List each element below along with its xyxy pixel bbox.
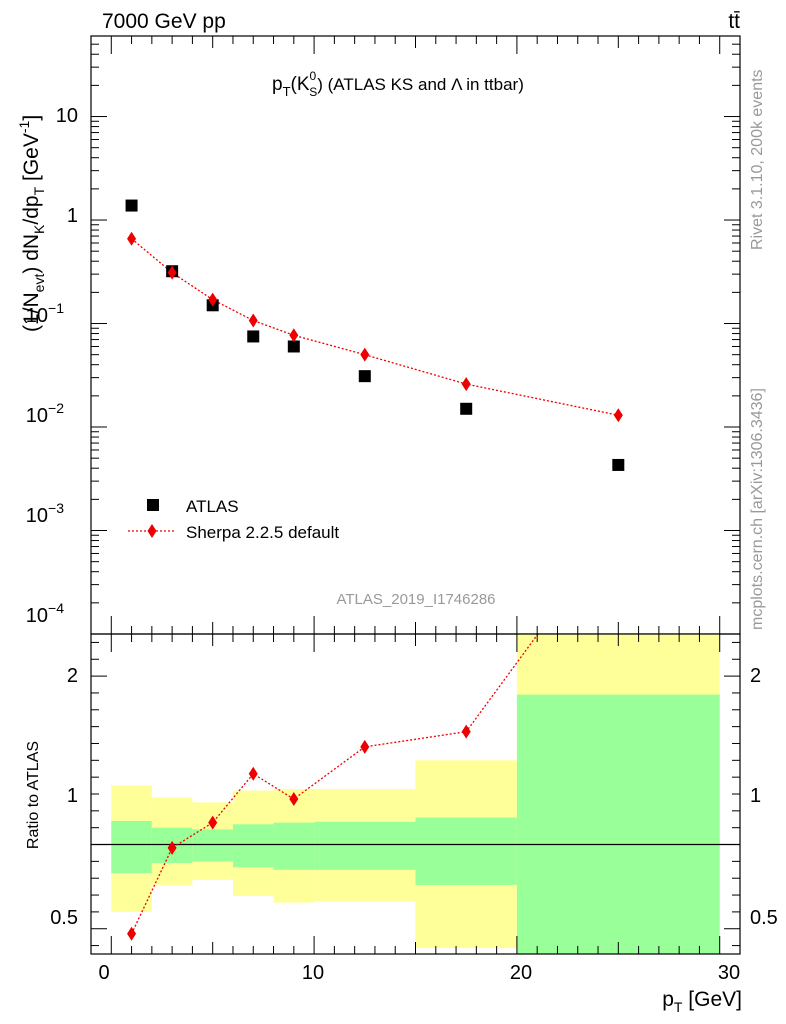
sherpa-point: [360, 347, 370, 362]
legend-sherpa-label: Sherpa 2.2.5 default: [186, 523, 339, 542]
ratio-sherpa-point: [167, 840, 177, 855]
main-panel: pT(K0 S) (ATLAS KS and Λ in ttbar) (1/Nev…: [16, 35, 741, 635]
main-series-lines: [131, 238, 619, 416]
legend-sherpa-marker: [147, 524, 157, 538]
ratio-sherpa-point: [360, 739, 370, 754]
sherpa-point: [167, 265, 177, 280]
ratio-sherpa-point: [614, 518, 623, 532]
atlas-point: [287, 340, 300, 353]
ratio-panel: Ratio to ATLAS 0.5 1 2 0.5 1 2 0 10 20 3…: [25, 518, 778, 1015]
rivet-version-label: Rivet 3.1.10, 200k events: [749, 69, 766, 250]
main-y-axis-label: (1/Nevt) dNK/dpT [GeV-1]: [16, 115, 47, 332]
ratio-band-inner: [314, 821, 416, 870]
ratio-band-inner: [516, 694, 720, 954]
ratio-y-tick-0.5: 0.5: [50, 907, 78, 929]
sherpa-point: [289, 328, 299, 343]
ratio-y-tick-0.5-right: 0.5: [750, 907, 778, 929]
ratio-band-inner: [111, 820, 152, 874]
x-tick-30: 30: [718, 962, 740, 984]
sherpa-line: [131, 238, 619, 416]
sherpa-point: [248, 313, 258, 328]
energy-label: 7000 GeV pp: [102, 10, 226, 33]
ratio-y-tick-labels-right: 0.5 1 2: [750, 665, 778, 929]
ratio-y-tick-labels-left: 0.5 1 2: [50, 665, 78, 929]
main-frame: [90, 35, 741, 635]
legend-atlas-label: ATLAS: [186, 497, 239, 516]
main-markers: [125, 199, 625, 471]
ratio-uncertainty-bands: [111, 634, 720, 954]
legend-atlas-marker: [147, 499, 159, 511]
analysis-watermark: ATLAS_2019_I1746286: [336, 591, 495, 608]
ratio-sherpa-point: [127, 926, 137, 941]
ratio-sherpa-point: [289, 792, 299, 807]
x-tick-10: 10: [302, 962, 324, 984]
ratio-series: [127, 518, 623, 941]
atlas-point: [460, 402, 473, 415]
legend: ATLAS Sherpa 2.2.5 default: [128, 497, 339, 542]
ratio-y-tick-2-right: 2: [750, 665, 761, 687]
sherpa-point: [127, 231, 137, 246]
ratio-y-axis-label: Ratio to ATLAS: [25, 741, 42, 849]
x-tick-labels: 0 10 20 30: [98, 962, 740, 984]
process-label: tt̄: [728, 10, 740, 33]
atlas-point: [125, 199, 138, 212]
sherpa-point: [461, 377, 471, 392]
ratio-sherpa-point: [208, 815, 218, 830]
source-label: mcplots.cern.ch [arXiv:1306.3436]: [749, 388, 766, 630]
ratio-band-inner: [415, 817, 517, 885]
sherpa-point: [208, 292, 218, 307]
ratio-sherpa-point: [461, 724, 471, 739]
y-tick-label-1e-2: 10−2: [26, 400, 64, 427]
ratio-y-tick-2: 2: [67, 665, 78, 687]
ratio-band-inner: [273, 822, 315, 870]
x-axis-label: pT [GeV]: [662, 988, 742, 1015]
main-y-tick-labels: 10 1 10−1 10−2 10−3 10−4: [26, 105, 78, 627]
x-tick-20: 20: [510, 962, 532, 984]
ratio-band-inner: [192, 829, 233, 862]
sherpa-point: [613, 408, 623, 423]
y-tick-label-10: 10: [56, 105, 78, 127]
main-title: pT(K0 S) (ATLAS KS and Λ in ttbar): [272, 69, 524, 99]
atlas-point: [247, 330, 260, 343]
ratio-frame: [90, 633, 741, 955]
ratio-sherpa-point: [248, 766, 258, 781]
atlas-point: [358, 370, 371, 383]
y-tick-label-1: 1: [67, 205, 78, 227]
x-tick-0: 0: [98, 962, 109, 984]
ratio-y-tick-1-right: 1: [750, 785, 761, 807]
atlas-point: [612, 458, 625, 471]
y-tick-label-1e-1: 10−1: [26, 300, 64, 327]
y-tick-label-1e-4: 10−4: [26, 600, 64, 627]
y-tick-label-1e-3: 10−3: [26, 500, 64, 527]
ratio-band-inner: [232, 824, 274, 868]
main-axis-ticks: [90, 35, 741, 635]
ratio-y-tick-1: 1: [67, 785, 78, 807]
